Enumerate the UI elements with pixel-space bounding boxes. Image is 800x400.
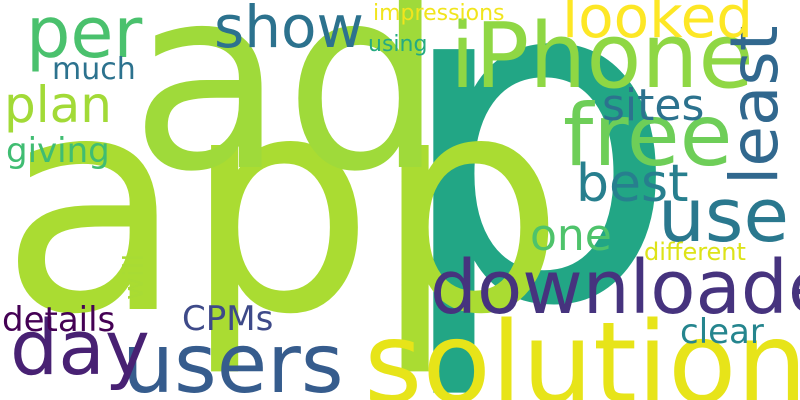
- word-app: app: [0, 31, 565, 380]
- word-free: free: [563, 86, 733, 186]
- word-sites: sites: [602, 80, 705, 131]
- word-using: using: [368, 32, 428, 57]
- word-ad: ad: [130, 0, 445, 227]
- word-iphone: iPhone: [450, 4, 754, 109]
- word-cpms: CPMs: [182, 299, 274, 339]
- word-impressions: impressions: [373, 1, 505, 26]
- word-plan: plan: [4, 76, 112, 134]
- word-clear: clear: [680, 312, 764, 352]
- word-will: will: [117, 253, 150, 300]
- word-day: day: [10, 303, 150, 392]
- word-show: show: [214, 0, 364, 61]
- word-solution: solution: [364, 299, 800, 400]
- word-giving: giving: [6, 131, 110, 171]
- word-looked: looked: [562, 0, 754, 51]
- word-details: details: [2, 300, 116, 340]
- word-users: users: [122, 317, 344, 400]
- word-different: different: [644, 238, 746, 266]
- word-much: much: [52, 52, 136, 87]
- word-use: use: [658, 173, 789, 259]
- word-per: per: [26, 0, 143, 74]
- word-best: best: [576, 154, 689, 214]
- word-downloaded: downloaded: [430, 245, 800, 331]
- word-p: p: [392, 0, 681, 400]
- word-one: one: [530, 210, 612, 261]
